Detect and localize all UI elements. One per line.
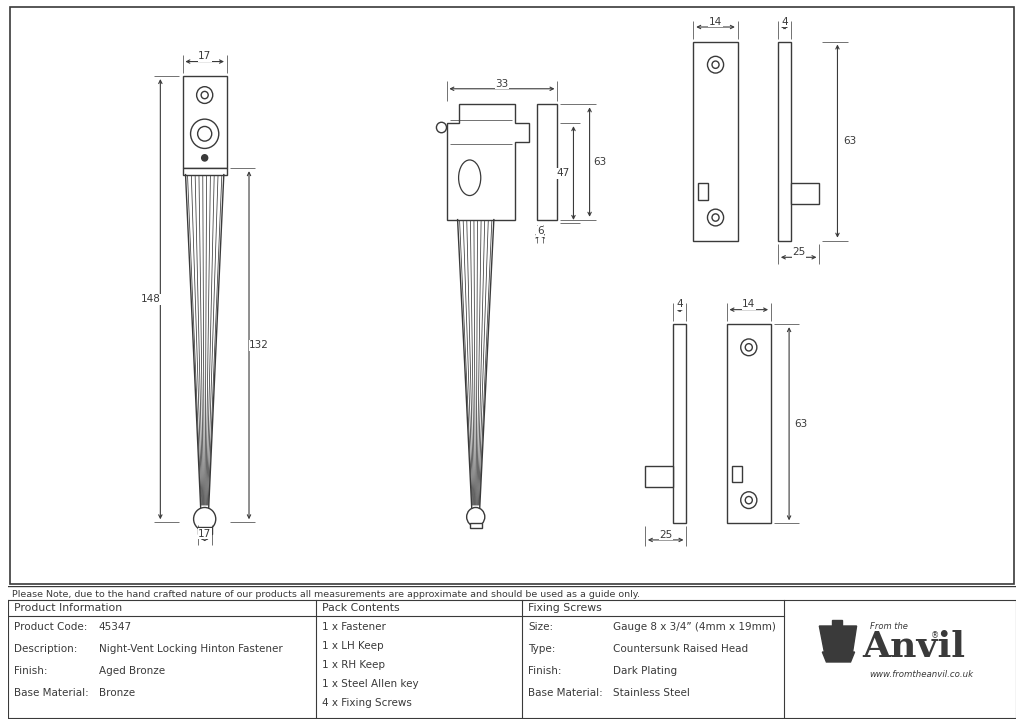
Bar bbox=[182, 76, 227, 168]
Text: 4 x Fixing Screws: 4 x Fixing Screws bbox=[322, 698, 412, 708]
Circle shape bbox=[712, 214, 719, 221]
Circle shape bbox=[745, 344, 753, 351]
Text: Countersunk Raised Head: Countersunk Raised Head bbox=[612, 644, 748, 654]
Bar bbox=[645, 466, 673, 487]
Text: ®: ® bbox=[931, 631, 939, 640]
Text: Base Material:: Base Material: bbox=[528, 688, 603, 698]
Text: 4: 4 bbox=[781, 17, 787, 27]
Circle shape bbox=[202, 155, 208, 161]
Text: 148: 148 bbox=[140, 294, 160, 304]
Bar bbox=[698, 183, 709, 200]
Circle shape bbox=[740, 339, 757, 356]
Text: Anvil: Anvil bbox=[862, 630, 966, 664]
Text: Base Material:: Base Material: bbox=[14, 688, 89, 698]
Text: 25: 25 bbox=[659, 530, 673, 540]
Text: 1 x Fastener: 1 x Fastener bbox=[322, 622, 385, 632]
Bar bbox=[778, 42, 792, 241]
Polygon shape bbox=[446, 104, 529, 219]
Text: 47: 47 bbox=[557, 168, 570, 178]
Circle shape bbox=[190, 119, 219, 148]
Text: Aged Bronze: Aged Bronze bbox=[99, 666, 165, 676]
Text: Bronze: Bronze bbox=[99, 688, 135, 698]
Text: 1 x Steel Allen key: 1 x Steel Allen key bbox=[322, 679, 418, 689]
Text: Product Information: Product Information bbox=[14, 603, 122, 613]
Circle shape bbox=[708, 209, 724, 226]
Text: 63: 63 bbox=[795, 418, 808, 429]
Text: 33: 33 bbox=[496, 78, 509, 88]
Text: Finish:: Finish: bbox=[14, 666, 48, 676]
Ellipse shape bbox=[459, 160, 480, 196]
Bar bbox=[470, 523, 481, 528]
Text: 63: 63 bbox=[843, 136, 856, 146]
Bar bbox=[792, 183, 819, 204]
Text: Please Note, due to the hand crafted nature of our products all measurements are: Please Note, due to the hand crafted nat… bbox=[12, 590, 640, 599]
Circle shape bbox=[201, 91, 208, 99]
Text: 14: 14 bbox=[742, 299, 756, 309]
Text: 17: 17 bbox=[198, 528, 211, 539]
Circle shape bbox=[712, 61, 719, 68]
Bar bbox=[198, 527, 212, 533]
Text: Stainless Steel: Stainless Steel bbox=[612, 688, 689, 698]
Text: Fixing Screws: Fixing Screws bbox=[528, 603, 602, 613]
Circle shape bbox=[467, 508, 484, 526]
Text: Dark Plating: Dark Plating bbox=[612, 666, 677, 676]
Text: 6: 6 bbox=[537, 226, 544, 236]
Text: 1 x RH Keep: 1 x RH Keep bbox=[322, 660, 385, 670]
Text: 25: 25 bbox=[792, 247, 805, 257]
Circle shape bbox=[194, 508, 216, 531]
Text: 132: 132 bbox=[249, 340, 269, 350]
Text: Type:: Type: bbox=[528, 644, 555, 654]
Polygon shape bbox=[822, 652, 855, 662]
Text: From the: From the bbox=[869, 622, 907, 631]
Text: 4: 4 bbox=[677, 299, 683, 309]
Text: Finish:: Finish: bbox=[528, 666, 561, 676]
Circle shape bbox=[198, 127, 212, 141]
Text: 45347: 45347 bbox=[99, 622, 132, 632]
Text: Gauge 8 x 3/4” (4mm x 19mm): Gauge 8 x 3/4” (4mm x 19mm) bbox=[612, 622, 775, 632]
Circle shape bbox=[708, 56, 724, 73]
Bar bbox=[182, 168, 227, 175]
Bar bbox=[538, 104, 557, 219]
Text: 63: 63 bbox=[593, 157, 606, 167]
Circle shape bbox=[197, 87, 213, 104]
Text: Pack Contents: Pack Contents bbox=[322, 603, 399, 613]
Text: 17: 17 bbox=[198, 51, 211, 61]
Text: www.fromtheanvil.co.uk: www.fromtheanvil.co.uk bbox=[869, 670, 974, 679]
Bar bbox=[673, 324, 686, 523]
Text: Night-Vent Locking Hinton Fastener: Night-Vent Locking Hinton Fastener bbox=[99, 644, 283, 654]
Text: Description:: Description: bbox=[14, 644, 78, 654]
Bar bbox=[693, 42, 737, 241]
Circle shape bbox=[740, 492, 757, 508]
Circle shape bbox=[436, 122, 446, 133]
Polygon shape bbox=[833, 620, 843, 626]
Bar bbox=[727, 324, 771, 523]
Polygon shape bbox=[819, 626, 857, 652]
Text: 1 x LH Keep: 1 x LH Keep bbox=[322, 641, 383, 651]
Text: Size:: Size: bbox=[528, 622, 553, 632]
Bar bbox=[732, 466, 741, 482]
Text: 14: 14 bbox=[709, 17, 722, 27]
Circle shape bbox=[745, 497, 753, 504]
Text: Product Code:: Product Code: bbox=[14, 622, 88, 632]
